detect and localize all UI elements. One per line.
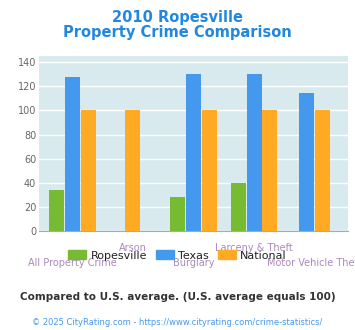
Text: Burglary: Burglary [173, 257, 214, 268]
Bar [315, 110, 330, 231]
Bar [247, 74, 262, 231]
Bar [202, 110, 217, 231]
Bar [81, 110, 95, 231]
Bar [186, 74, 201, 231]
Bar [231, 183, 246, 231]
Text: © 2025 CityRating.com - https://www.cityrating.com/crime-statistics/: © 2025 CityRating.com - https://www.city… [32, 318, 323, 327]
Text: Compared to U.S. average. (U.S. average equals 100): Compared to U.S. average. (U.S. average … [20, 292, 335, 302]
Bar [170, 197, 185, 231]
Bar [262, 110, 277, 231]
Bar [299, 93, 314, 231]
Legend: Ropesville, Texas, National: Ropesville, Texas, National [64, 246, 291, 265]
Text: 2010 Ropesville: 2010 Ropesville [112, 10, 243, 25]
Text: Larceny & Theft: Larceny & Theft [215, 243, 293, 253]
Bar [65, 77, 80, 231]
Text: Motor Vehicle Theft: Motor Vehicle Theft [267, 257, 355, 268]
Text: All Property Crime: All Property Crime [28, 257, 117, 268]
Bar [49, 190, 64, 231]
Bar [125, 110, 140, 231]
Text: Property Crime Comparison: Property Crime Comparison [63, 25, 292, 40]
Text: Arson: Arson [119, 243, 147, 253]
